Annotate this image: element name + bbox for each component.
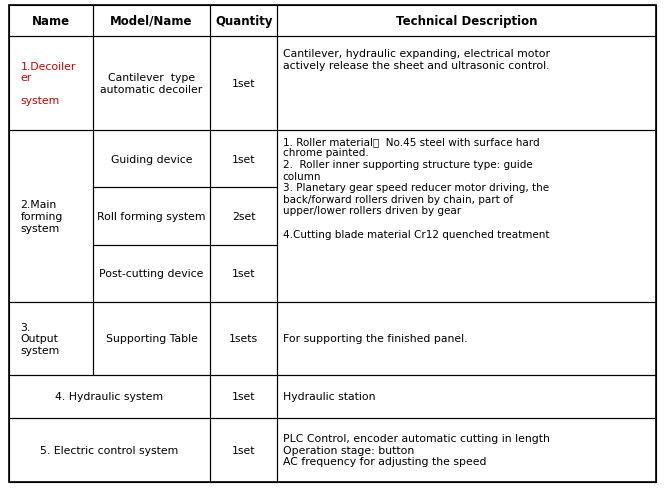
Text: 1set: 1set xyxy=(232,445,255,455)
Bar xyxy=(277,131,656,303)
Bar xyxy=(210,245,277,303)
Bar xyxy=(277,303,656,375)
Bar xyxy=(210,37,277,131)
Bar xyxy=(93,303,210,375)
Bar xyxy=(210,303,277,375)
Bar xyxy=(9,303,93,375)
Text: 4. Hydraulic system: 4. Hydraulic system xyxy=(55,391,164,401)
Bar xyxy=(9,418,210,482)
Bar xyxy=(9,6,93,37)
Text: 1set: 1set xyxy=(232,154,255,164)
Text: Quantity: Quantity xyxy=(215,15,273,28)
Bar xyxy=(210,131,277,188)
Bar xyxy=(9,375,210,418)
Text: 3.
Output
system: 3. Output system xyxy=(21,322,60,355)
Bar xyxy=(210,418,277,482)
Text: Cantilever, hydraulic expanding, electrical motor
actively release the sheet and: Cantilever, hydraulic expanding, electri… xyxy=(283,49,550,71)
Text: Technical Description: Technical Description xyxy=(396,15,537,28)
Text: 2set: 2set xyxy=(232,212,255,222)
Text: 5. Electric control system: 5. Electric control system xyxy=(41,445,178,455)
Bar xyxy=(9,131,93,303)
Bar xyxy=(210,375,277,418)
Text: Hydraulic station: Hydraulic station xyxy=(283,391,375,401)
Text: PLC Control, encoder automatic cutting in length
Operation stage: button
AC freq: PLC Control, encoder automatic cutting i… xyxy=(283,433,550,467)
Text: 2.Main
forming
system: 2.Main forming system xyxy=(21,200,63,233)
Bar xyxy=(277,37,656,131)
Bar xyxy=(93,245,210,303)
Text: 1set: 1set xyxy=(232,391,255,401)
Bar xyxy=(277,375,656,418)
Text: Name: Name xyxy=(32,15,70,28)
Text: 1.Decoiler
er

system: 1.Decoiler er system xyxy=(21,61,76,106)
Text: 1sets: 1sets xyxy=(229,334,258,344)
Bar xyxy=(277,6,656,37)
Bar xyxy=(93,6,210,37)
Text: Model/Name: Model/Name xyxy=(110,15,193,28)
Text: Roll forming system: Roll forming system xyxy=(97,212,205,222)
Bar xyxy=(93,37,210,131)
Bar xyxy=(277,418,656,482)
Text: 1set: 1set xyxy=(232,79,255,89)
Bar xyxy=(210,6,277,37)
Bar xyxy=(93,188,210,245)
Text: Cantilever  type
automatic decoiler: Cantilever type automatic decoiler xyxy=(100,73,203,95)
Text: 1. Roller material：  No.45 steel with surface hard
chrome painted.
2.  Roller in: 1. Roller material： No.45 steel with sur… xyxy=(283,137,549,239)
Text: For supporting the finished panel.: For supporting the finished panel. xyxy=(283,334,467,344)
Bar xyxy=(210,188,277,245)
Text: Post-cutting device: Post-cutting device xyxy=(99,269,203,279)
Text: Supporting Table: Supporting Table xyxy=(106,334,198,344)
Text: 1set: 1set xyxy=(232,269,255,279)
Bar xyxy=(9,37,93,131)
Text: Guiding device: Guiding device xyxy=(110,154,192,164)
Bar xyxy=(93,131,210,188)
